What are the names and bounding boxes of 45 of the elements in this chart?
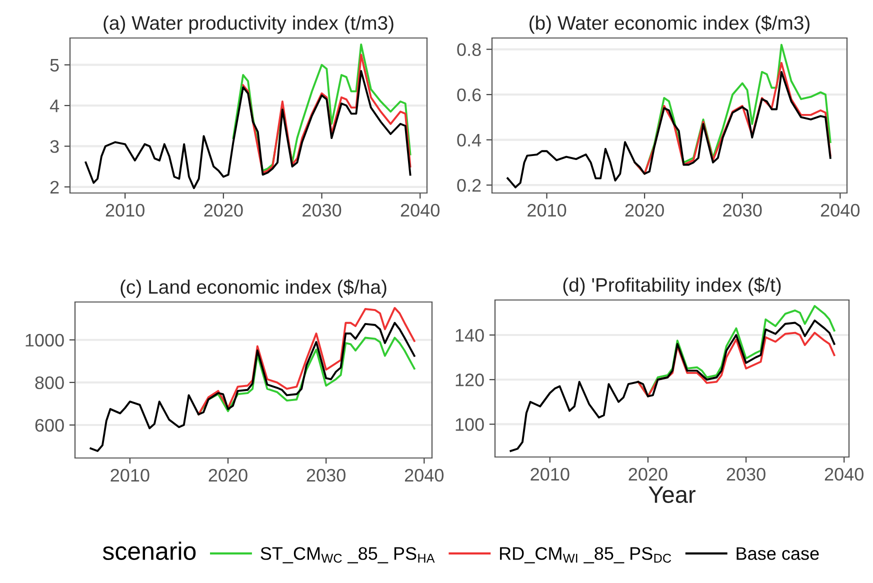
chart-title: (a) Water productivity index (t/m3) [104,16,394,34]
y-tick-label: 100 [456,418,484,431]
x-tick-label: 2020 [208,468,248,482]
line-series [90,322,416,452]
y-tick-label: 0.6 [457,88,481,102]
x-tick-label: 2020 [204,204,243,217]
x-tick-label: 2030 [726,468,766,481]
line-series [637,332,836,398]
x-tick-label: 2010 [530,468,570,481]
legend-label: Base case [736,547,819,560]
x-tick-label: 2040 [400,204,440,217]
y-tick-label: 0.4 [457,134,482,147]
x-tick-label: 2010 [106,204,144,217]
x-tick-label: 2020 [628,468,668,481]
x-tick-label: 2040 [404,468,444,482]
x-tick-label: 2040 [824,468,864,481]
chart-title: (b) Water economic index ($/m3) [530,15,810,34]
chart-title: (d) 'Profitability index ($/t) [563,277,781,296]
x-tick-label: 2030 [306,468,346,482]
y-tick-label: 0.8 [457,43,481,56]
legend-label: RD_CM$_{WI}$ _85_ PS$_{DC}$ [500,547,672,564]
y-tick-label: 120 [456,374,484,386]
line-series [510,320,836,452]
y-tick-label: 140 [456,328,484,342]
y-tick-label: 2 [50,180,59,194]
x-axis-title: Year [648,486,696,503]
y-tick-label: 3 [50,140,59,153]
x-tick-label: 2010 [528,204,566,217]
x-tick-label: 2030 [723,204,762,217]
legend-title: scenario [102,542,196,560]
chart-title: (c) Land economic index ($/ha) [120,279,386,298]
line-series [84,70,412,190]
y-tick-label: 800 [35,376,64,390]
line-series [506,70,832,188]
x-tick-label: 2030 [302,204,342,217]
line-series [198,306,416,416]
y-tick-label: 1000 [26,334,64,347]
y-tick-label: 4 [50,100,60,112]
y-tick-label: 0.2 [457,179,481,192]
legend-label: ST_CM$_{WC}$ _85_ PS$_{HA}$ [260,547,435,564]
x-tick-label: 2020 [625,204,664,217]
x-tick-label: 2040 [820,204,860,217]
y-tick-label: 600 [35,418,64,432]
x-tick-label: 2010 [110,468,150,482]
y-tick-label: 5 [50,58,59,72]
